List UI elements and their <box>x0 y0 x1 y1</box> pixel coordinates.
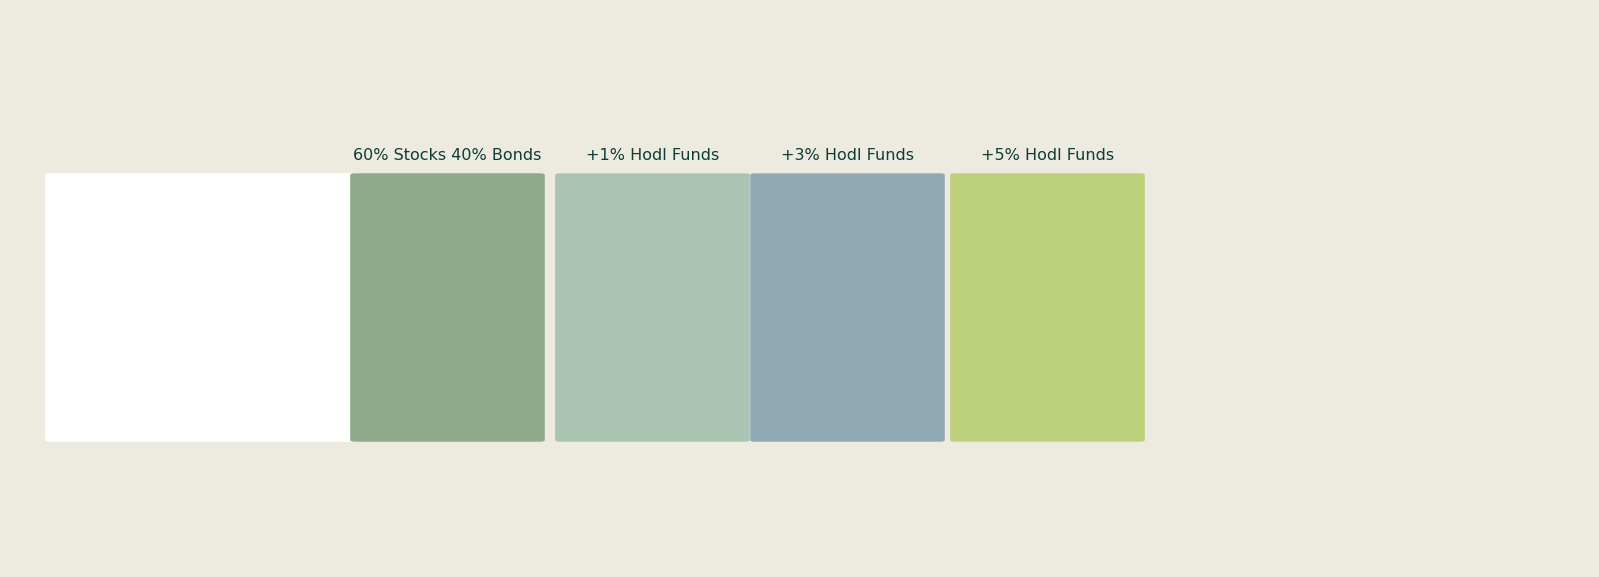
Text: +5% Hodl Funds: +5% Hodl Funds <box>980 148 1115 163</box>
Text: $11,000,200: $11,000,200 <box>788 364 907 382</box>
Text: Return on a $10 mln investment: Return on a $10 mln investment <box>85 365 345 380</box>
Text: 5.56%: 5.56% <box>625 236 680 254</box>
Text: +3% Hodl Funds: +3% Hodl Funds <box>780 148 915 163</box>
Text: 3.34%: 3.34% <box>421 236 475 254</box>
Text: 0.816: 0.816 <box>421 299 475 317</box>
Text: +1% Hodl Funds: +1% Hodl Funds <box>585 148 720 163</box>
Text: 1.285: 1.285 <box>1020 299 1075 317</box>
Text: 10.00%: 10.00% <box>815 236 879 254</box>
Text: Sharpe Ratio: Sharpe Ratio <box>241 301 345 316</box>
Text: $11,444,089: $11,444,089 <box>988 364 1108 382</box>
Text: Total Return % (Cumulative): Total Return % (Cumulative) <box>118 238 345 253</box>
Text: 0.996: 0.996 <box>625 299 680 317</box>
Text: $10,556,311: $10,556,311 <box>593 364 712 382</box>
Text: 60% Stocks 40% Bonds: 60% Stocks 40% Bonds <box>353 148 542 163</box>
Text: 14.44%: 14.44% <box>1015 236 1081 254</box>
Text: 1.192: 1.192 <box>820 299 875 317</box>
Text: $10,334,366: $10,334,366 <box>387 364 507 382</box>
